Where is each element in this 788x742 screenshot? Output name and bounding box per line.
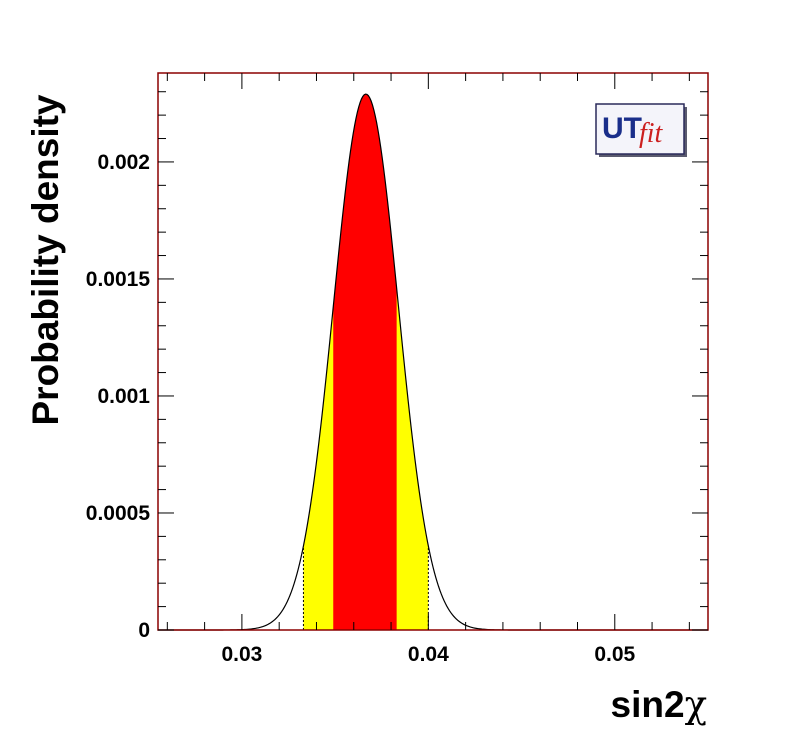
logo-sub-text: fit [639,118,664,149]
y-tick-label: 0.001 [97,385,150,408]
x-axis-title-main: sin2 [611,684,685,725]
plot-area [158,93,708,631]
y-tick-label: 0.0005 [86,502,151,525]
y-axis-title: Probability density [25,94,66,425]
x-axis-title-greek: χ [685,683,707,726]
x-tick-label: 0.04 [408,643,449,666]
x-tick-label: 0.05 [594,643,635,666]
y-tick-label: 0.0015 [86,268,151,291]
x-axis-title: sin2χ [611,683,707,726]
x-tick-label: 0.03 [221,643,262,666]
logo-main-text: UT [602,112,642,145]
utfit-logo: UT fit [595,103,687,157]
plot-frame [157,72,709,631]
pdf-curve [158,93,708,631]
axes: 0.03 0.04 0.05 0 0.0005 0.001 0.0015 0.002 [86,72,709,666]
interval-area-1 [333,94,397,630]
y-tick-label: 0.002 [97,151,150,174]
y-tick-label: 0 [138,619,150,642]
